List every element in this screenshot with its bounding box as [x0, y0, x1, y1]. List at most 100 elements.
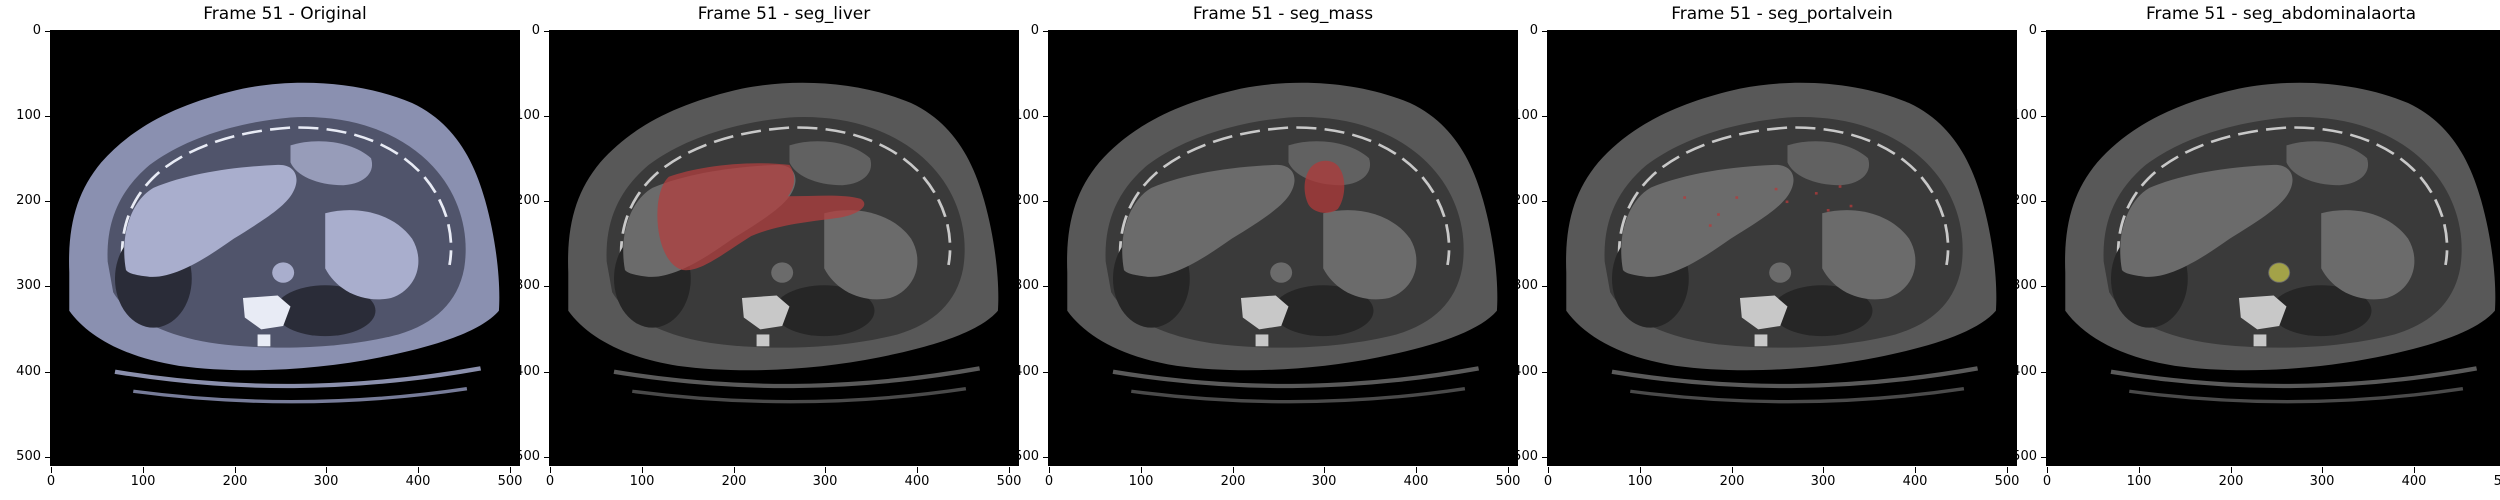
y-tick-label: 500 [16, 449, 41, 464]
y-tick [1542, 372, 1548, 373]
x-tick [326, 467, 327, 473]
x-tick [1009, 467, 1010, 473]
aorta-vessel [771, 262, 794, 283]
ct-slice [550, 31, 1018, 465]
y-tick [1043, 31, 1049, 32]
image-frame: 0 100 200 300 400 500 0 100 200 300 400 500 [2012, 24, 2500, 489]
aorta-mask [2269, 263, 2290, 282]
x-tick [1416, 467, 1417, 473]
y-tick [1542, 201, 1548, 202]
stomach [2286, 141, 2369, 186]
ct-image [1049, 31, 1517, 465]
left-lung [2270, 285, 2372, 337]
vertebra [2238, 295, 2287, 330]
x-tick [2414, 467, 2415, 473]
table-line [133, 387, 468, 404]
y-tick [1542, 457, 1548, 458]
x-tick-label: 100 [130, 474, 156, 489]
panel-seg-abdominalaorta: Frame 51 - seg_abdominalaorta 0 100 200 300… [2012, 0, 2500, 500]
portalvein-mask [1774, 187, 1778, 191]
x-tick-label: 400 [2401, 474, 2427, 489]
y-tick-label: 400 [515, 364, 540, 379]
spleen [2321, 210, 2415, 300]
x-tick [1324, 467, 1325, 473]
stomach [1787, 141, 1870, 186]
panel-original: Frame 51 - Original 0 100 200 300 400 500 0 100… [16, 0, 522, 500]
y-tick [1043, 116, 1049, 117]
x-tick [2322, 467, 2323, 473]
panel-title: Frame 51 - seg_mass [1192, 4, 1374, 24]
x-tick-label: 500 [2493, 474, 2500, 489]
x-tick-label: 100 [1128, 474, 1154, 489]
ct-slice [51, 31, 519, 465]
x-tick-label: 400 [904, 474, 930, 489]
x-tick-label: 500 [996, 474, 1022, 489]
x-tick [1233, 467, 1234, 473]
x-tick [510, 467, 511, 473]
panel-seg-mass: Frame 51 - seg_mass 0 100 200 300 400 500 0 100… [1014, 0, 1520, 500]
image-frame: 0 100 200 300 400 500 0 100 200 300 400 500 [1014, 24, 1520, 489]
y-tick-label: 500 [2012, 449, 2037, 464]
ct-image [1548, 31, 2016, 465]
portalvein-mask [1717, 213, 1720, 216]
x-tick [2007, 467, 2008, 473]
x-tick-label: 0 [46, 474, 56, 489]
panel-title: Frame 51 - seg_liver [697, 4, 871, 24]
x-tick [550, 467, 551, 473]
x-tick-label: 500 [1994, 474, 2020, 489]
spinous-process [1255, 334, 1269, 347]
x-tick-label: 100 [2126, 474, 2152, 489]
y-tick [45, 201, 51, 202]
y-tick [544, 286, 550, 287]
portalvein-mask [1735, 196, 1739, 199]
ct-slice [2047, 31, 2500, 465]
y-tick [2041, 372, 2047, 373]
y-tick-label: 400 [1014, 364, 1039, 379]
table-line [2110, 366, 2478, 389]
y-tick [2041, 457, 2047, 458]
liver-mask [657, 163, 865, 271]
y-tick [544, 31, 550, 32]
segmentation-overlay [1304, 160, 1345, 213]
ct-image [2047, 31, 2500, 465]
table-line [632, 387, 967, 404]
liver [2120, 164, 2293, 277]
x-tick-label: 400 [1403, 474, 1429, 489]
table-line [1630, 387, 1965, 404]
vertebra [741, 295, 790, 330]
x-tick [1548, 467, 1549, 473]
spinous-process [1754, 334, 1768, 347]
y-tick-label: 100 [1014, 108, 1039, 123]
stomach [789, 141, 872, 186]
left-lung [274, 285, 376, 337]
y-tick [1542, 116, 1548, 117]
portalvein-mask [1838, 185, 1842, 188]
table-line [1131, 387, 1466, 404]
mass-mask [1304, 160, 1345, 213]
x-tick [235, 467, 236, 473]
y-tick [1542, 31, 1548, 32]
y-tick [1043, 286, 1049, 287]
table-line [2129, 387, 2464, 404]
table-line [114, 366, 482, 389]
panel-title: Frame 51 - seg_abdominalaorta [2145, 4, 2417, 24]
stomach [290, 141, 373, 186]
ct-slice [1049, 31, 1517, 465]
x-tick-label: 100 [629, 474, 655, 489]
y-tick [45, 116, 51, 117]
x-tick [825, 467, 826, 473]
segmentation-overlay [1683, 185, 1853, 227]
image-frame: 0 100 200 300 400 500 0 100 200 300 400 500 [515, 24, 1021, 489]
x-tick [1732, 467, 1733, 473]
y-tick [544, 201, 550, 202]
y-tick [45, 286, 51, 287]
portalvein-mask [1785, 200, 1789, 204]
y-tick-label: 200 [515, 193, 540, 208]
y-tick [2041, 31, 2047, 32]
aorta-vessel [1270, 262, 1293, 283]
y-tick-label: 500 [1014, 449, 1039, 464]
y-tick-label: 400 [1513, 364, 1538, 379]
y-tick [544, 372, 550, 373]
image-frame: 0 100 200 300 400 500 0 100 200 300 400 500 [1513, 24, 2019, 489]
x-tick [2231, 467, 2232, 473]
